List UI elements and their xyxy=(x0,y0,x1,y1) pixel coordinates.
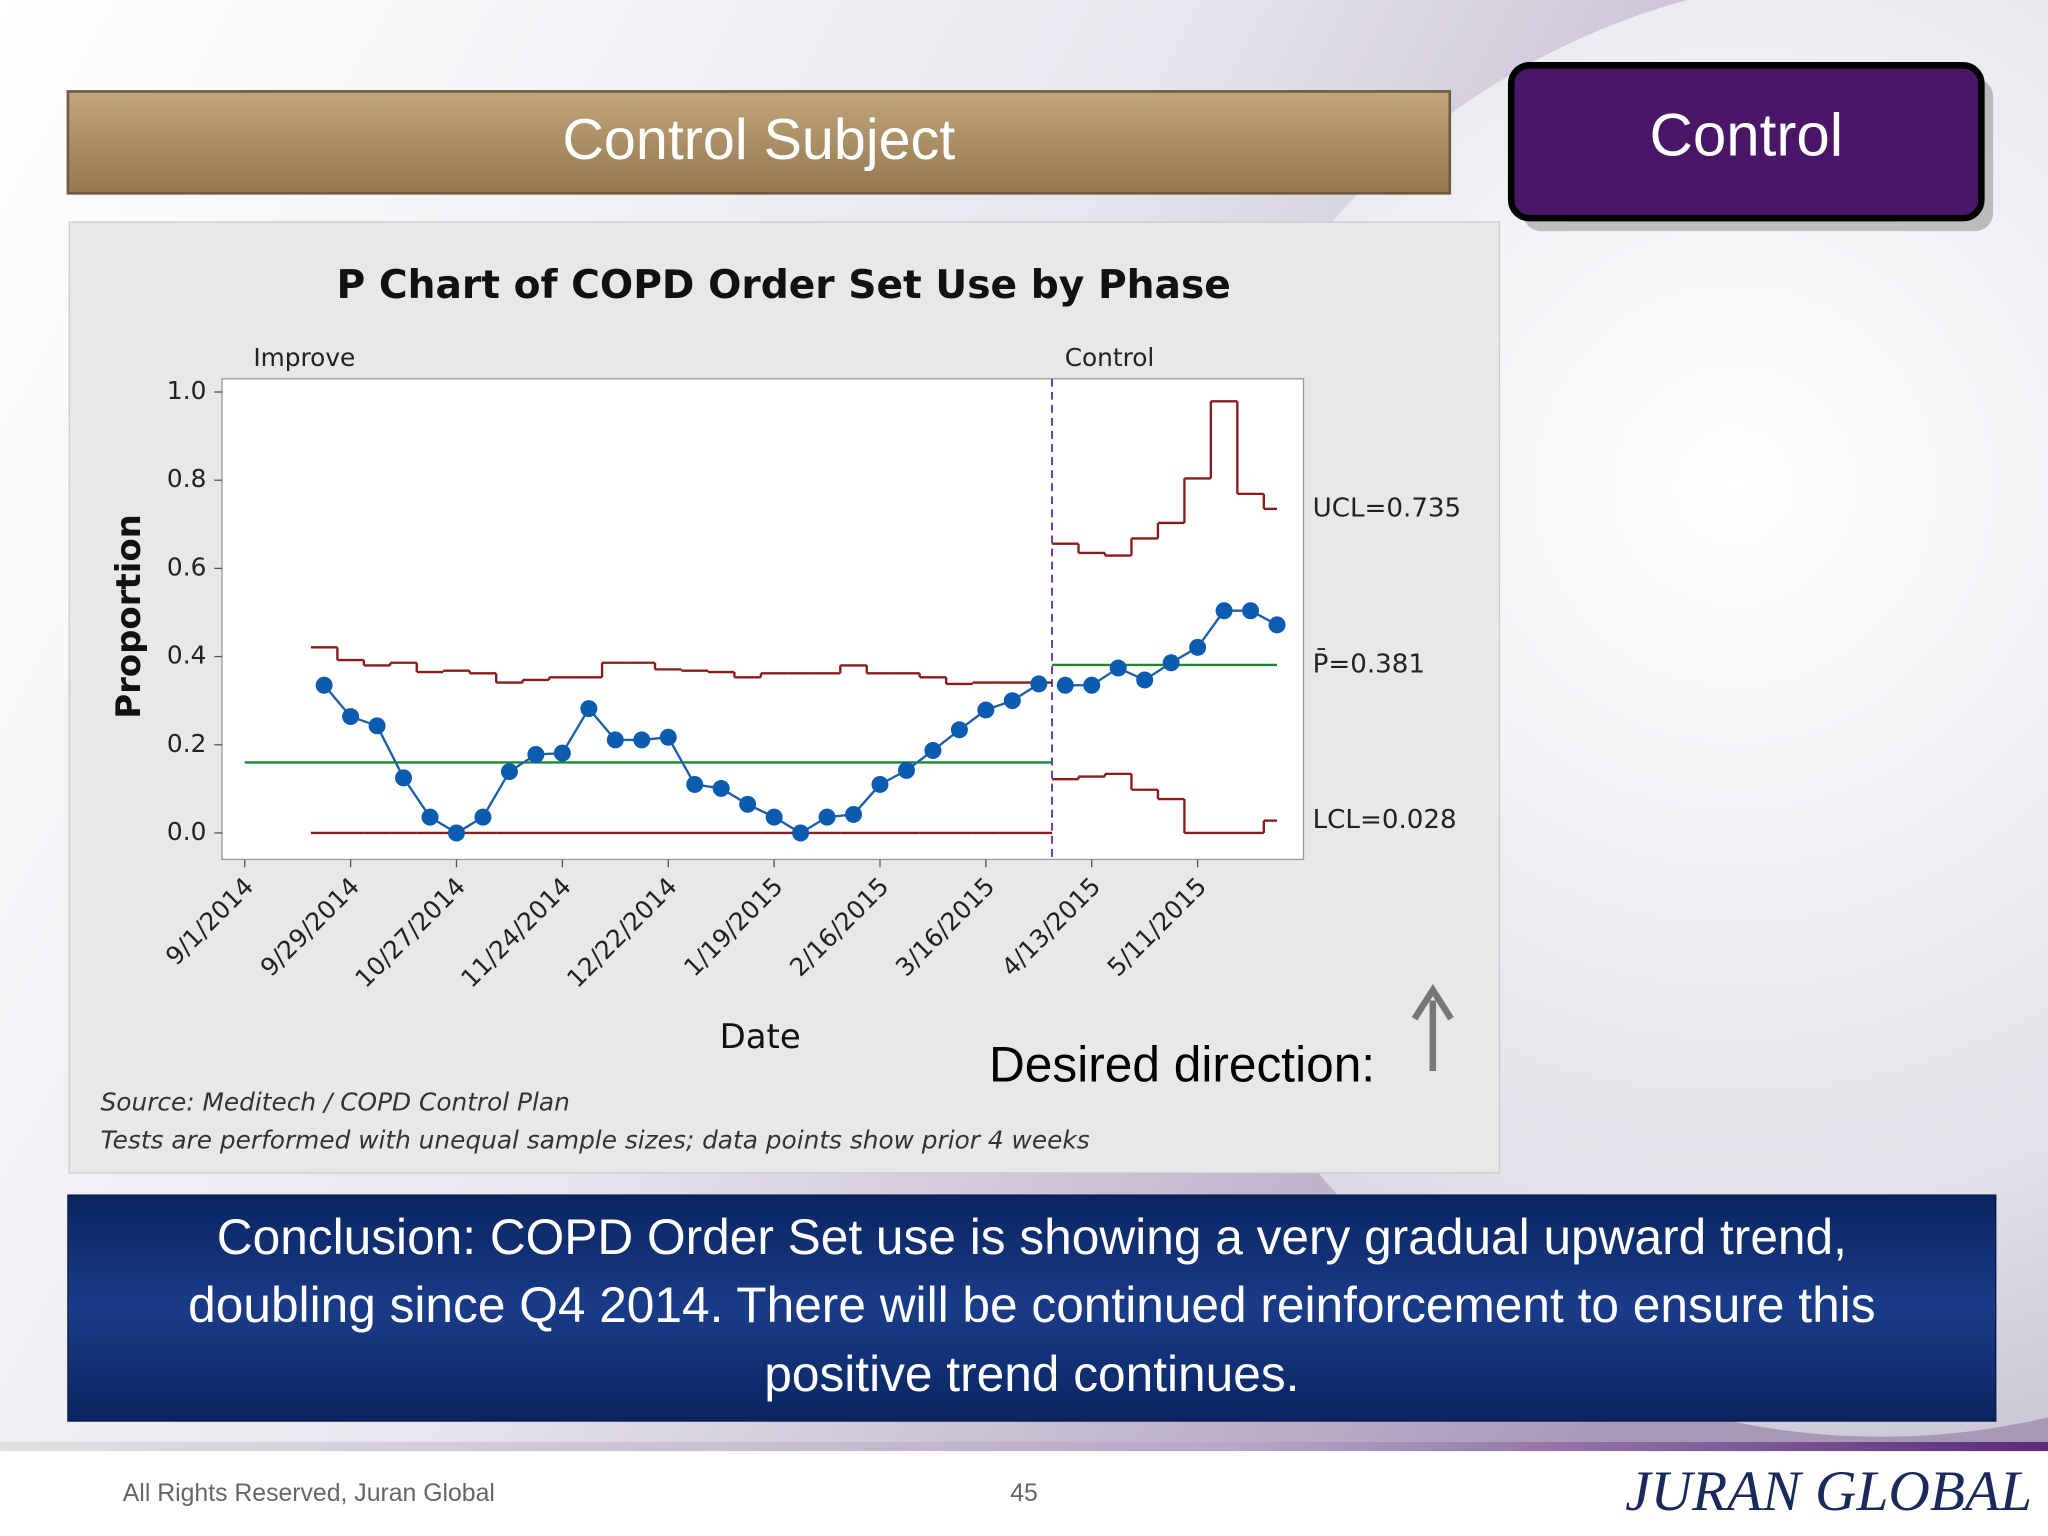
data-point xyxy=(368,717,386,735)
data-point xyxy=(845,805,863,823)
data-point xyxy=(606,731,624,749)
chart-title: P Chart of COPD Order Set Use by Phase xyxy=(336,263,1230,308)
data-point xyxy=(447,824,465,842)
x-axis-label: Date xyxy=(720,1017,801,1057)
conclusion-line: Conclusion: COPD Order Set use is showin… xyxy=(217,1209,1847,1265)
data-point xyxy=(474,808,492,826)
data-point xyxy=(792,824,810,842)
data-point xyxy=(712,779,730,797)
header-bar xyxy=(66,90,1452,195)
data-point xyxy=(421,808,439,826)
conclusion-line: positive trend continues. xyxy=(764,1346,1299,1402)
page-number: 45 xyxy=(1010,1480,1038,1507)
badge-label: Control xyxy=(1649,102,1843,169)
data-point xyxy=(1162,654,1180,672)
data-point xyxy=(818,808,836,826)
data-point xyxy=(659,728,677,746)
data-point xyxy=(871,775,889,793)
conclusion-box xyxy=(67,1194,1997,1422)
footer-bg xyxy=(0,1441,2048,1536)
badge xyxy=(1507,62,1985,222)
data-point xyxy=(897,761,915,779)
phase-label: Improve xyxy=(253,343,355,372)
data-point xyxy=(1109,659,1127,677)
y-tick-label: 0.0 xyxy=(167,817,206,846)
y-tick-label: 0.4 xyxy=(167,641,206,670)
data-point xyxy=(765,808,783,826)
header-title: Control Subject xyxy=(562,108,955,172)
data-point xyxy=(977,701,995,719)
data-point xyxy=(924,742,942,759)
limit-label: LCL=0.028 xyxy=(1313,805,1457,835)
note: Tests are performed with unequal sample … xyxy=(101,1126,1090,1155)
data-point xyxy=(1003,692,1021,710)
data-point xyxy=(1215,602,1233,620)
y-tick-label: 0.2 xyxy=(167,729,206,758)
conclusion-line: doubling since Q4 2014. There will be co… xyxy=(188,1277,1875,1333)
data-point xyxy=(1242,602,1260,620)
y-tick-label: 0.8 xyxy=(167,464,206,493)
data-point xyxy=(395,769,413,787)
data-point xyxy=(527,745,545,763)
data-point xyxy=(580,700,598,718)
data-point xyxy=(1030,675,1048,693)
footer-rights: All Rights Reserved, Juran Global xyxy=(123,1480,495,1507)
data-point xyxy=(1136,671,1154,689)
data-point xyxy=(950,721,968,739)
data-point xyxy=(686,775,704,793)
limit-label: UCL=0.735 xyxy=(1313,493,1462,523)
data-point xyxy=(315,676,333,694)
note: Source: Meditech / COPD Control Plan xyxy=(101,1088,570,1117)
footer-strip xyxy=(0,1441,2048,1452)
y-tick-label: 0.6 xyxy=(167,552,206,581)
y-tick-label: 1.0 xyxy=(167,376,206,405)
data-point xyxy=(553,744,571,762)
y-axis-label: Proportion xyxy=(109,514,149,719)
data-point xyxy=(500,763,518,781)
data-point xyxy=(1268,616,1286,634)
data-point xyxy=(739,795,757,813)
data-point xyxy=(342,708,360,726)
logo: JURAN GLOBAL xyxy=(1625,1460,2032,1523)
phase-label: Control xyxy=(1065,343,1155,372)
plot-area xyxy=(221,378,1305,861)
data-point xyxy=(1083,676,1101,694)
data-line xyxy=(323,682,1040,835)
data-point xyxy=(1189,638,1207,656)
limit-label: P̄=0.381 xyxy=(1313,648,1425,680)
desired-direction: Desired direction: xyxy=(989,1037,1375,1093)
arrow-head xyxy=(1411,983,1454,1021)
data-point xyxy=(1056,676,1074,694)
data-point xyxy=(633,731,651,749)
